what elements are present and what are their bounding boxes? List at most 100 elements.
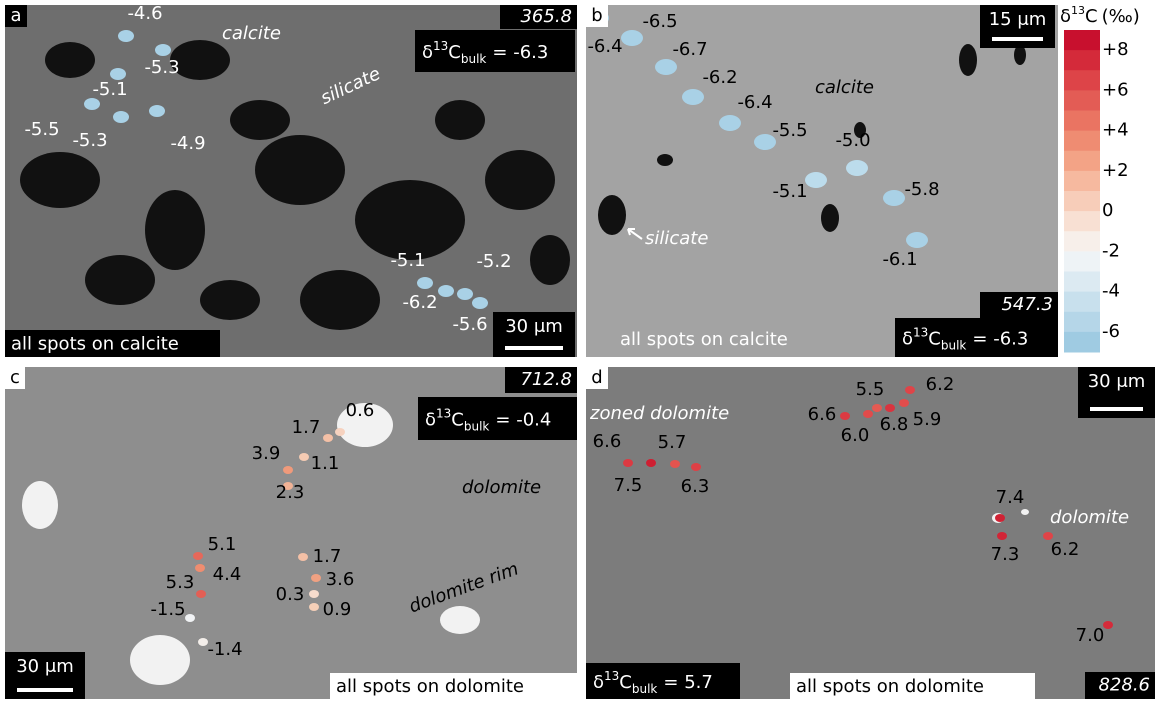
isotope: 13 <box>913 325 928 339</box>
spot <box>84 98 100 110</box>
spot-value: -5.2 <box>476 251 511 272</box>
spot-value: -5.1 <box>772 181 807 202</box>
spot-value: 5.1 <box>208 534 237 555</box>
isotope: 13 <box>1071 4 1085 17</box>
spot <box>195 564 205 572</box>
spot <box>309 603 319 611</box>
colorbar-swatch <box>1064 191 1100 212</box>
spot-value: -1.4 <box>207 639 242 660</box>
isotope: 13 <box>433 39 448 53</box>
spot <box>472 297 488 309</box>
grain <box>337 403 393 447</box>
colorbar-swatch <box>1064 251 1100 272</box>
element: C <box>448 42 461 63</box>
spot <box>623 459 633 467</box>
spot <box>682 89 704 105</box>
footer-box <box>330 673 577 699</box>
footer: all spots on calcite <box>620 329 788 350</box>
spot-value: 4.4 <box>213 564 242 585</box>
arrow <box>627 228 643 240</box>
panel-letter: c <box>10 367 20 388</box>
grain <box>435 100 485 140</box>
colorbar-tick: -2 <box>1102 240 1120 261</box>
panel: -6.5-6.4 -6.7-6.2-6.4-5.5 -5.0-5.1 -5.8-6.1… <box>586 5 1058 357</box>
panel: 6.67.55.76.36.66.05.56.8 5.96.27.47.3 6.27… <box>586 367 1155 699</box>
footer: all spots on dolomite <box>796 676 984 697</box>
spot-value: 1.7 <box>313 546 342 567</box>
depth: 365.8 <box>520 6 572 27</box>
footer: all spots on dolomite <box>336 676 524 697</box>
symbol: δ <box>422 42 433 63</box>
bulk-value: δ13Cbulk = -6.3 <box>902 325 1028 352</box>
spot-value: 5.9 <box>913 409 942 430</box>
symbol: δ <box>425 410 436 431</box>
spot <box>335 428 345 436</box>
spot <box>196 590 206 598</box>
spot-value: -4.9 <box>170 133 205 154</box>
panel: -4.6 -5.3 -5.1 -5.5 -5.3 -4.9 -5.1 -5.2 -6.2 -5.6… <box>5 3 577 357</box>
colorbar-tick: 0 <box>1102 200 1113 221</box>
spot <box>899 399 909 407</box>
spot-value: 7.3 <box>991 544 1020 565</box>
spot <box>155 44 171 56</box>
spot-value: -1.5 <box>150 599 185 620</box>
grain <box>255 135 345 205</box>
spot <box>621 30 643 46</box>
grain <box>854 122 866 138</box>
spot <box>883 190 905 206</box>
panel: 0.61.71.13.92.35.14.45.3-1.5-1.41.73.60.… <box>5 367 577 699</box>
grain <box>45 42 95 78</box>
spot <box>997 532 1007 540</box>
spot <box>283 466 293 474</box>
grain <box>821 204 839 232</box>
spot-value: -6.2 <box>702 67 737 88</box>
spot-value: 3.9 <box>252 443 281 464</box>
panel-letter: a <box>10 5 21 26</box>
spot <box>309 590 319 598</box>
spot-value: 5.5 <box>856 379 885 400</box>
spot-value: -6.4 <box>587 36 622 57</box>
spot <box>118 30 134 42</box>
spot-value: 5.3 <box>166 572 195 593</box>
spot <box>149 105 165 117</box>
spot-value: 1.1 <box>311 453 340 474</box>
spot <box>298 553 308 561</box>
spot <box>885 404 895 412</box>
spot <box>846 160 868 176</box>
colorbar-tick: +2 <box>1102 160 1129 181</box>
spot <box>457 288 473 300</box>
spot-value: 0.9 <box>323 599 352 620</box>
scale-bar-label: 30 μm <box>1088 371 1146 392</box>
subscript: bulk <box>941 338 967 352</box>
spot-value: 6.6 <box>808 404 837 425</box>
spot-value: 1.7 <box>292 417 321 438</box>
spot <box>906 232 928 248</box>
depth: 547.3 <box>1001 294 1053 315</box>
spot-value: -6.4 <box>737 92 772 113</box>
spot-value: -5.0 <box>835 130 870 151</box>
scale-bar-label: 15 μm <box>989 9 1047 30</box>
colorbar-tick: -4 <box>1102 281 1120 302</box>
bulk-box <box>415 30 575 72</box>
subscript: bulk <box>461 52 487 66</box>
depth: 712.8 <box>520 369 572 390</box>
mineral-label: dolomite <box>1050 507 1129 528</box>
symbol: δ <box>902 329 913 350</box>
colorbar-swatch <box>1064 50 1100 71</box>
spot-value: -5.3 <box>72 130 107 151</box>
depth-box <box>505 367 577 393</box>
spot <box>193 552 203 560</box>
spot <box>995 514 1005 522</box>
grain <box>485 150 555 210</box>
letter-box <box>5 367 25 389</box>
isotope: 13 <box>436 406 451 420</box>
spot-value: -6.2 <box>402 292 437 313</box>
element: C <box>619 672 632 693</box>
bulk-value: δ13Cbulk = -6.3 <box>422 39 548 66</box>
spot-value: 7.5 <box>614 475 643 496</box>
footer-box <box>790 673 1035 699</box>
spot <box>655 59 677 75</box>
grain <box>170 40 230 80</box>
colorbar-title: δ13C (‰) <box>1060 4 1140 27</box>
